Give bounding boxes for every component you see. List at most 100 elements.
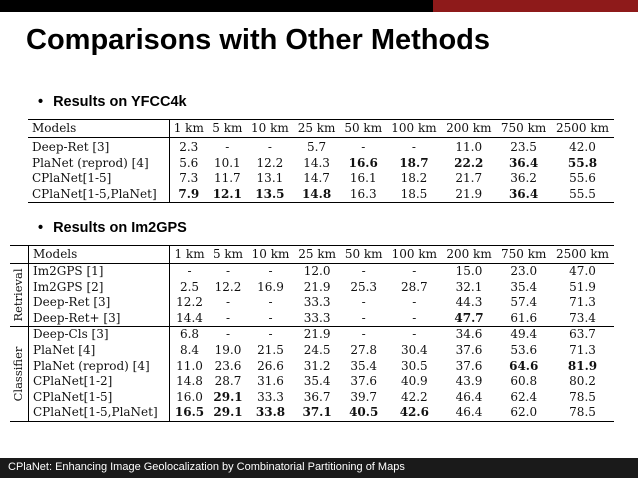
value-cell: - [268, 295, 273, 310]
value-cell: 7.9 [178, 186, 200, 201]
value-cell: 14.8 [301, 186, 332, 201]
value-cell: 29.1 [213, 405, 243, 420]
value-cell: - [247, 326, 294, 343]
value-cell: 26.6 [257, 358, 284, 373]
value-cell: 40.5 [349, 405, 379, 420]
value-cell: 33.8 [255, 405, 286, 420]
value-cell: 36.4 [508, 186, 539, 201]
bullet-im2gps: • Results on Im2GPS [38, 220, 187, 236]
footer-bar: CPlaNet: Enhancing Image Geolocalization… [0, 458, 638, 478]
value-cell: 61.6 [510, 310, 538, 325]
value-cell: 12.1 [212, 186, 242, 201]
bullet-dot: • [38, 220, 44, 236]
value-cell: 16.0 [176, 389, 203, 404]
header-threshold: 10 km [246, 119, 294, 138]
value-cell: - [225, 140, 230, 154]
header-models: Models [28, 119, 170, 138]
value-cell: 71.3 [569, 295, 596, 310]
bullet-im2gps-text: Results on Im2GPS [53, 220, 187, 236]
yfcc4k-results-table: Models 1 km 5 km 10 km 25 km 50 km 100 km 200 k… [28, 119, 614, 204]
value-cell: - [268, 310, 273, 325]
value-cell: - [412, 295, 417, 310]
header-threshold: 100 km [386, 119, 442, 138]
value-cell: 18.2 [400, 171, 428, 186]
header-threshold: 5 km [208, 245, 248, 264]
value-cell: - [361, 310, 366, 325]
header-threshold: 50 km [339, 119, 387, 138]
value-cell: 2.3 [179, 140, 199, 154]
value-cell: - [340, 326, 387, 343]
bullet-yfcc4k-text: Results on YFCC4k [53, 94, 187, 110]
value-cell: 22.2 [454, 155, 484, 170]
value-cell: 49.4 [496, 326, 552, 343]
value-cell: - [386, 262, 442, 280]
value-cell: 21.9 [293, 326, 341, 343]
value-cell: 11.0 [455, 140, 483, 154]
value-cell: 5.6 [179, 155, 199, 170]
model-name-cell: CPlaNet[1-5] [28, 171, 170, 187]
value-cell: 36.4 [508, 155, 539, 170]
value-cell: 73.4 [569, 310, 596, 325]
header-threshold: 1 km [169, 245, 209, 264]
value-cell: 80.2 [569, 374, 596, 389]
header-threshold: 2500 km [550, 119, 614, 138]
value-cell: 14.8 [176, 374, 203, 389]
model-name-cell: PlaNet (reprod) [4] [27, 358, 171, 375]
model-name-cell: PlaNet [4] [27, 342, 171, 359]
model-name-cell: PlaNet (reprod) [4] [28, 155, 170, 172]
value-cell: 47.7 [454, 310, 484, 325]
header-threshold: 200 km [441, 245, 497, 264]
table-row: CPlaNet[1-5] 16.0 29.1 33.3 36.7 39.7 42.2 46.4… [10, 389, 614, 406]
value-cell: - [386, 326, 442, 343]
value-cell: 36.2 [510, 171, 537, 186]
value-cell: 11.7 [213, 171, 241, 186]
value-cell: 28.7 [400, 279, 428, 294]
value-cell: - [361, 295, 366, 310]
value-cell: 12.2 [176, 295, 203, 310]
value-cell: 39.7 [350, 389, 378, 404]
top-bar-accent [433, 0, 638, 12]
value-cell: - [169, 262, 209, 280]
value-cell: 18.5 [400, 186, 428, 201]
value-cell: 12.2 [256, 155, 284, 170]
value-cell: 35.4 [350, 358, 378, 373]
table-row: Retrieval Im2GPS [1] - - -12.0- -15.0 23.0 47.0 [10, 262, 614, 327]
value-cell: 51.9 [569, 279, 596, 294]
value-cell: 14.4 [176, 310, 203, 325]
value-cell: 23.5 [510, 140, 537, 154]
value-cell: 30.5 [400, 358, 428, 373]
group-label-cell: Retrieval [10, 262, 29, 327]
header-threshold: 10 km [247, 245, 294, 264]
model-name-cell: Deep-Ret [3] [28, 137, 170, 156]
value-cell: - [208, 262, 248, 280]
header-threshold: 25 km [293, 245, 341, 264]
value-cell: 23.6 [214, 358, 242, 373]
value-cell: 25.3 [350, 279, 378, 294]
value-cell: 46.4 [455, 389, 483, 404]
value-cell: 43.9 [455, 374, 483, 389]
header-models: Models [27, 245, 171, 264]
value-cell: 16.6 [348, 155, 378, 170]
table-row: CPlaNet[1-2] 14.8 28.7 31.6 35.4 37.6 40.9 43.9… [10, 374, 614, 390]
value-cell: 5.7 [307, 140, 327, 154]
value-cell: 42.2 [400, 389, 428, 404]
header-threshold: 100 km [386, 245, 442, 264]
bullet-dot: • [38, 94, 44, 110]
value-cell: 63.7 [551, 326, 614, 343]
value-cell: - [225, 295, 231, 310]
value-cell: 33.3 [303, 310, 331, 325]
header-threshold: 200 km [441, 119, 497, 138]
value-cell: 81.9 [567, 358, 598, 373]
slide-title: Comparisons with Other Methods [26, 24, 491, 56]
value-cell: 21.9 [455, 186, 483, 201]
table-row: Deep-Ret+ [3] 14.4 - - 33.3 - - 47.7 61.6 73.4 [10, 310, 614, 327]
model-name-cell: Im2GPS [2] [27, 279, 171, 296]
value-cell: 53.6 [510, 342, 538, 357]
value-cell: 31.6 [257, 374, 284, 389]
table-row: CPlaNet[1-5,PlaNet] 16.5 29.1 33.8 37.1 40.5 4… [10, 405, 614, 422]
value-cell: - [412, 310, 417, 325]
group-label-cell: Classifier [10, 326, 29, 422]
value-cell: 11.0 [176, 358, 203, 373]
value-cell: 12.2 [214, 279, 242, 294]
value-cell: 6.8 [169, 326, 209, 343]
